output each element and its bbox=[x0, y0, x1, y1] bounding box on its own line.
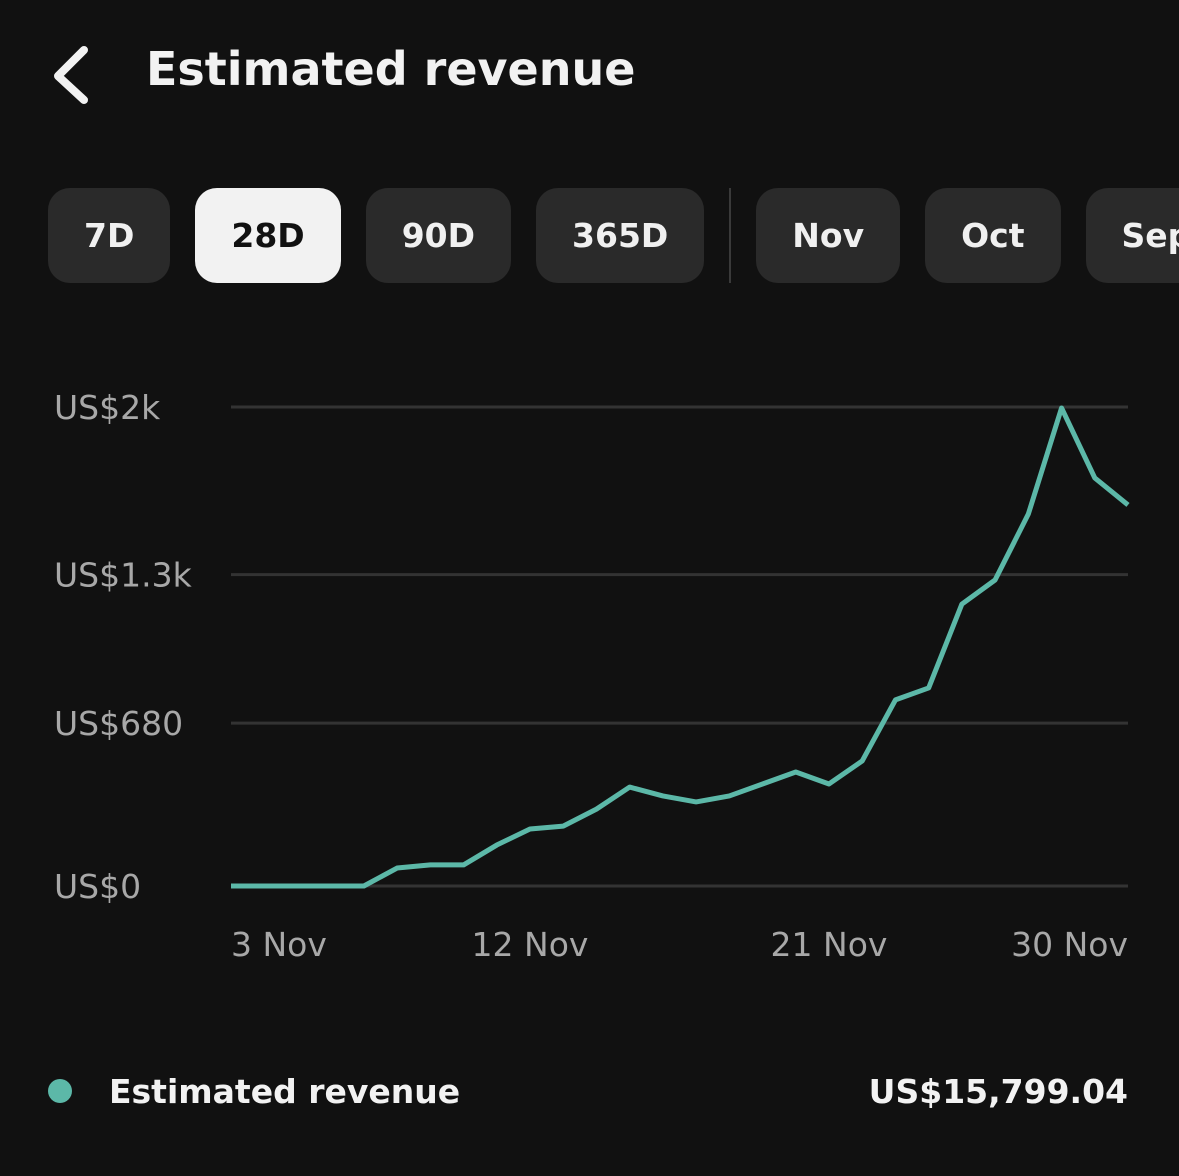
back-button[interactable] bbox=[54, 46, 88, 104]
tab[interactable]: Oct bbox=[925, 188, 1061, 283]
y-tick-label: US$0 bbox=[54, 867, 141, 906]
tab-divider bbox=[729, 188, 732, 283]
tab[interactable]: Sep bbox=[1085, 188, 1179, 283]
tab[interactable]: 7D bbox=[48, 188, 171, 283]
tab-bar: 7D 28D 90D 365D Nov Oct Sep bbox=[48, 188, 1179, 283]
legend-total: US$15,799.04 bbox=[869, 1072, 1128, 1111]
y-tick-label: US$680 bbox=[54, 704, 183, 743]
legend-label: Estimated revenue bbox=[109, 1072, 460, 1111]
tab[interactable]: 28D bbox=[195, 188, 341, 283]
line-series bbox=[231, 405, 1130, 889]
x-tick-label: 12 Nov bbox=[472, 925, 589, 964]
x-tick-label: 3 Nov bbox=[231, 925, 327, 964]
tab[interactable]: 365D bbox=[536, 188, 705, 283]
tab[interactable]: Nov bbox=[756, 188, 901, 283]
tab[interactable]: 90D bbox=[365, 188, 512, 283]
x-tick-label: 21 Nov bbox=[771, 925, 888, 964]
page-title: Estimated revenue bbox=[146, 42, 636, 96]
legend-marker bbox=[48, 1079, 72, 1103]
y-tick-label: US$1.3k bbox=[54, 556, 193, 595]
x-tick-label: 30 Nov bbox=[1011, 925, 1128, 964]
y-tick-label: US$2k bbox=[54, 388, 161, 427]
